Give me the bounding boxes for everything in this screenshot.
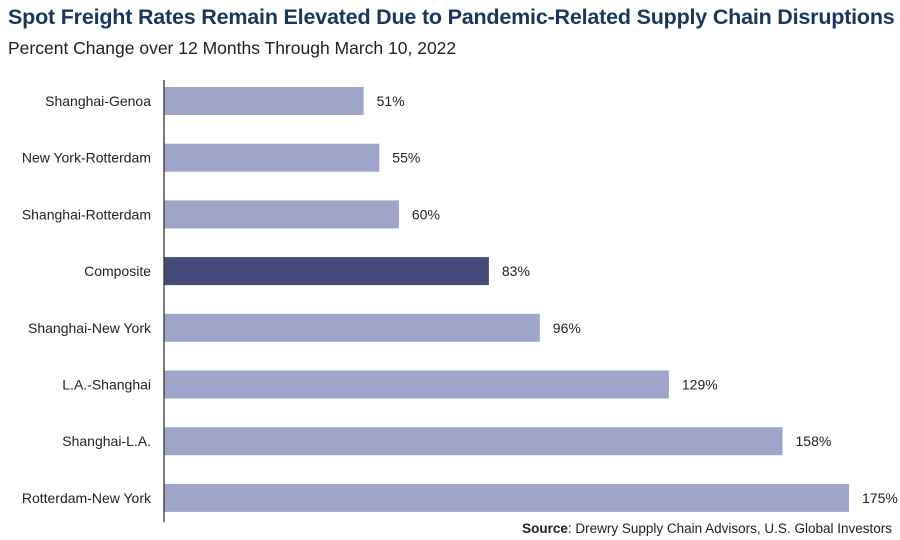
category-label: New York-Rotterdam — [22, 150, 151, 166]
data-label: 129% — [682, 377, 718, 393]
bar — [164, 370, 669, 399]
bar — [164, 483, 849, 512]
bar — [164, 200, 399, 229]
chart-title: Spot Freight Rates Remain Elevated Due t… — [8, 5, 895, 29]
category-label: Shanghai-Genoa — [45, 93, 151, 109]
data-label: 51% — [377, 93, 405, 109]
bar — [164, 257, 489, 286]
data-label: 60% — [412, 206, 440, 222]
source-note: Source: Drewry Supply Chain Advisors, U.… — [522, 521, 892, 536]
data-label: 96% — [553, 320, 581, 336]
data-label: 55% — [392, 150, 420, 166]
bar — [164, 143, 380, 172]
bar — [164, 427, 783, 456]
source-label: Source — [522, 521, 568, 536]
category-label: Shanghai-L.A. — [62, 433, 151, 449]
source-text: : Drewry Supply Chain Advisors, U.S. Glo… — [567, 521, 892, 536]
category-label: Composite — [84, 263, 151, 279]
bar — [164, 87, 364, 115]
category-label: Shanghai-New York — [28, 320, 152, 336]
data-label: 158% — [796, 433, 832, 449]
data-label: 175% — [862, 490, 898, 506]
data-label: 83% — [502, 263, 530, 279]
chart-subtitle: Percent Change over 12 Months Through Ma… — [8, 38, 457, 58]
category-label: Shanghai-Rotterdam — [22, 206, 151, 222]
category-label: L.A.-Shanghai — [62, 377, 151, 393]
category-label: Rotterdam-New York — [22, 490, 152, 506]
bar — [164, 313, 540, 342]
